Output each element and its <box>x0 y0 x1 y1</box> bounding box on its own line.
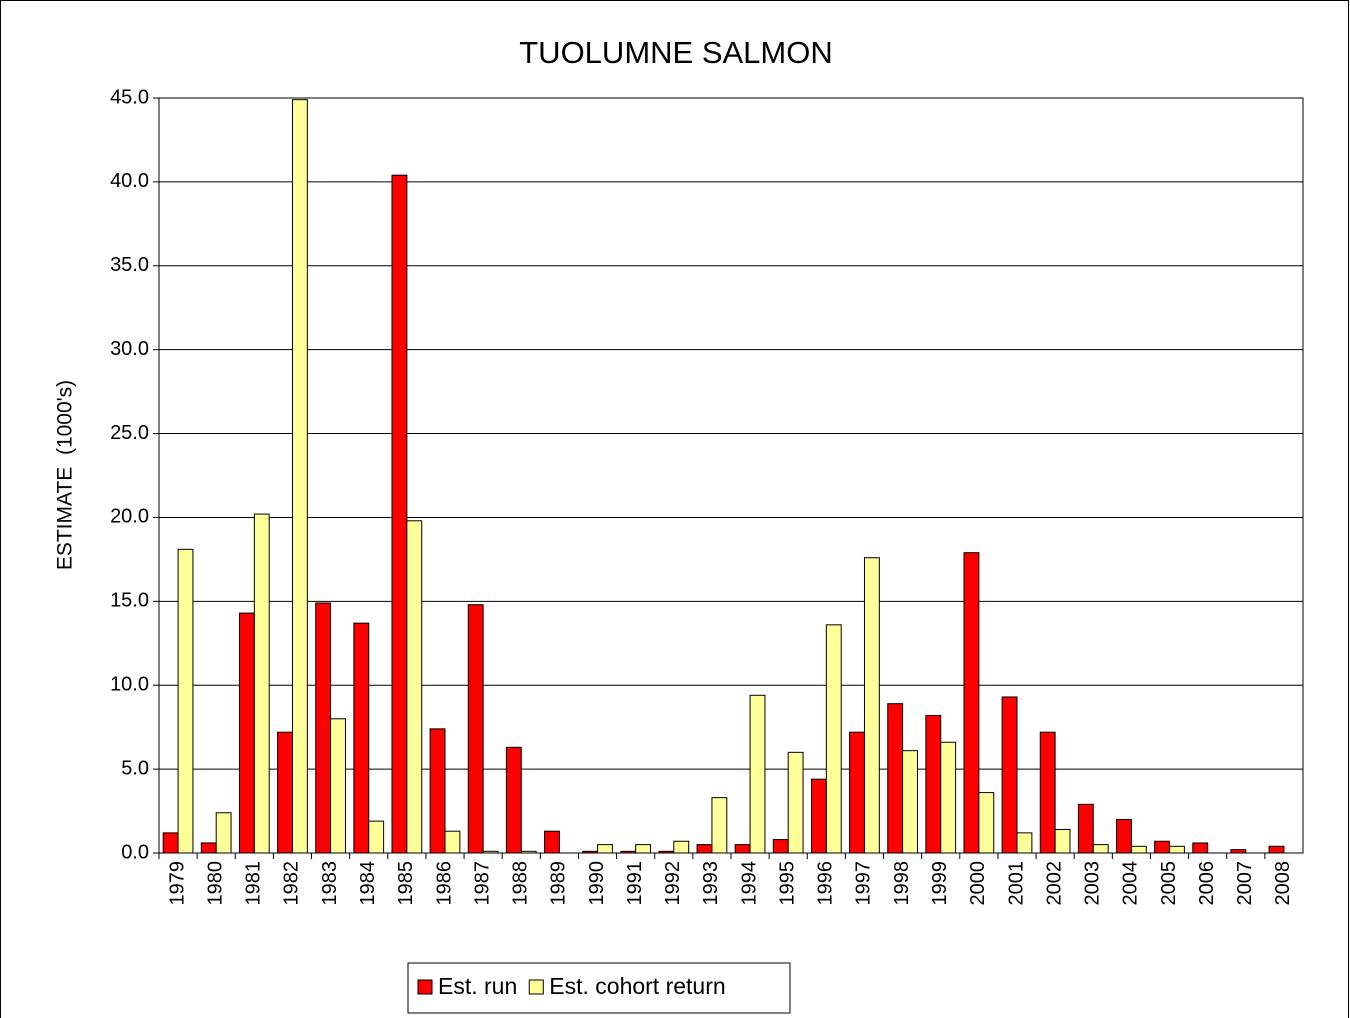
y-tick-label: 25.0 <box>110 422 149 444</box>
x-tick-label: 2003 <box>1082 861 1104 906</box>
bar <box>863 557 880 854</box>
bar <box>963 552 980 854</box>
y-tick-label: 20.0 <box>110 506 149 528</box>
x-tick-label: 1988 <box>510 861 532 906</box>
x-tick-label: 1983 <box>319 861 341 906</box>
x-tick-label: 2008 <box>1272 861 1294 906</box>
bar <box>825 624 842 854</box>
bar <box>940 741 957 854</box>
bar <box>200 842 217 854</box>
bar <box>1092 844 1109 854</box>
y-tick-label: 30.0 <box>110 338 149 360</box>
y-tick-label: 15.0 <box>110 590 149 612</box>
bar <box>1130 845 1147 854</box>
x-tick-label: 1997 <box>853 861 875 906</box>
bar <box>749 694 766 854</box>
bar <box>772 839 789 854</box>
bar <box>696 844 713 854</box>
bar <box>253 513 270 854</box>
bar <box>291 99 308 854</box>
x-tick-label: 1998 <box>891 861 913 906</box>
bar <box>734 844 751 854</box>
x-tick-label: 2001 <box>1005 861 1027 906</box>
x-tick-label: 2000 <box>967 861 989 906</box>
y-tick-label: 35.0 <box>110 254 149 276</box>
x-tick-label: 1986 <box>433 861 455 906</box>
x-tick-label: 1981 <box>243 861 265 906</box>
bar <box>1154 840 1171 854</box>
bar <box>330 718 346 854</box>
bar <box>1001 696 1018 854</box>
y-tick-label: 5.0 <box>121 757 149 779</box>
bar <box>215 812 232 854</box>
x-tick-label: 1979 <box>166 861 188 906</box>
x-tick-label: 1982 <box>281 861 303 906</box>
bar <box>1077 803 1094 854</box>
legend-swatch <box>528 979 544 995</box>
bar <box>1169 845 1185 854</box>
bar <box>810 778 827 854</box>
x-tick-label: 1985 <box>395 861 417 906</box>
x-tick-label: 2004 <box>1120 861 1142 906</box>
bar <box>238 612 255 854</box>
x-tick-label: 2006 <box>1196 861 1218 906</box>
y-axis-label: ESTIMATE (1000's) <box>54 380 77 570</box>
bar <box>162 832 179 854</box>
bar <box>1054 829 1071 854</box>
y-tick-label: 40.0 <box>110 170 149 192</box>
bar <box>444 830 461 854</box>
bar <box>544 830 560 854</box>
bar <box>1039 731 1056 854</box>
bar <box>505 746 522 854</box>
chart-title: TUOLUMNE SALMON <box>519 35 832 70</box>
x-tick-label: 1990 <box>586 861 608 906</box>
bar <box>353 622 370 854</box>
bar <box>1116 818 1132 854</box>
bar <box>467 604 484 854</box>
x-tick-label: 2005 <box>1158 861 1180 906</box>
bar <box>635 844 652 854</box>
x-tick-label: 1980 <box>204 861 226 906</box>
x-tick-label: 1994 <box>738 861 760 906</box>
x-tick-label: 1999 <box>929 861 951 906</box>
bar <box>368 820 385 854</box>
bar <box>597 844 613 854</box>
bar <box>787 751 804 854</box>
y-tick-label: 45.0 <box>110 86 149 108</box>
x-tick-label: 1984 <box>357 861 379 906</box>
bar <box>277 731 293 854</box>
legend-swatch <box>417 979 433 995</box>
bar <box>849 731 865 854</box>
bar <box>1268 845 1285 854</box>
bar <box>711 797 728 854</box>
legend-label: Est. cohort return <box>549 973 725 999</box>
x-tick-label: 1992 <box>662 861 684 906</box>
bar <box>978 792 995 854</box>
x-tick-label: 2002 <box>1043 861 1065 906</box>
x-tick-label: 1987 <box>471 861 493 906</box>
bar <box>1230 849 1247 854</box>
legend <box>407 962 791 1014</box>
bar <box>673 840 690 854</box>
y-tick-label: 0.0 <box>121 841 149 863</box>
y-tick-label: 10.0 <box>110 674 149 696</box>
bar <box>406 520 423 854</box>
bar <box>391 174 408 854</box>
bar <box>1016 832 1033 854</box>
legend-label: Est. run <box>438 973 517 999</box>
x-tick-label: 1993 <box>700 861 722 906</box>
bar <box>887 703 904 854</box>
x-tick-label: 1991 <box>624 861 646 906</box>
x-tick-label: 1995 <box>776 861 798 906</box>
x-tick-label: 1996 <box>815 861 837 906</box>
bar <box>315 602 332 854</box>
bar <box>1192 842 1209 854</box>
bar <box>902 750 918 854</box>
x-tick-label: 2007 <box>1234 861 1256 906</box>
x-tick-label: 1989 <box>548 861 570 906</box>
bar <box>429 728 446 854</box>
bar <box>925 714 942 854</box>
bar <box>177 548 194 854</box>
